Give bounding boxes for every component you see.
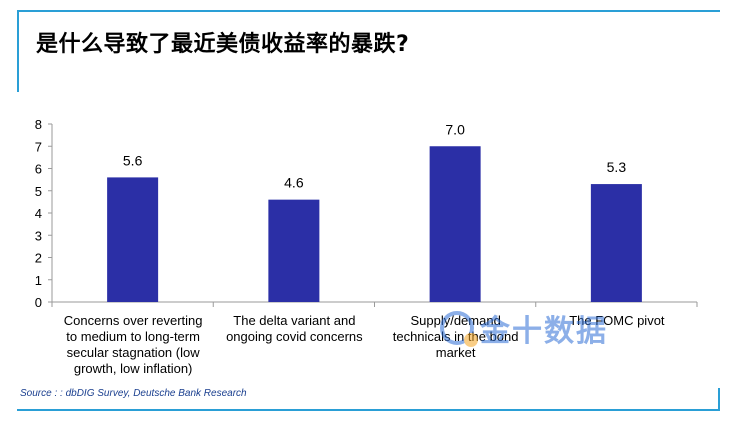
bar-value-label: 5.6 bbox=[123, 152, 143, 168]
bar bbox=[590, 184, 642, 302]
frame-right-border bbox=[718, 388, 720, 411]
x-tick-label-line: The delta variant and bbox=[233, 313, 356, 328]
x-tick-label-line: to medium to long-term bbox=[66, 329, 200, 344]
y-tick-label: 6 bbox=[35, 162, 42, 177]
frame-top-border bbox=[17, 10, 720, 12]
bar-value-label: 5.3 bbox=[607, 159, 627, 175]
frame-left-border bbox=[17, 10, 19, 92]
chart-title: 是什么导致了最近美债收益率的暴跌? bbox=[36, 32, 410, 57]
bar-value-label: 4.6 bbox=[284, 175, 304, 191]
x-tick-label-line: growth, low inflation) bbox=[73, 361, 193, 376]
y-tick-label: 4 bbox=[35, 206, 42, 221]
y-tick-label: 7 bbox=[35, 139, 42, 154]
x-tick-label-line: The FOMC pivot bbox=[569, 313, 665, 328]
y-tick-label: 1 bbox=[35, 273, 42, 288]
x-tick-label-line: Concerns over reverting bbox=[63, 313, 203, 328]
y-tick-label: 5 bbox=[35, 184, 42, 199]
x-tick-label-line: secular stagnation (low bbox=[66, 345, 200, 360]
x-tick-label: The FOMC pivot bbox=[534, 313, 699, 329]
bar bbox=[429, 146, 481, 302]
frame-bottom-border bbox=[17, 409, 720, 411]
y-tick-label: 2 bbox=[35, 251, 42, 266]
watermark-logo-icon bbox=[440, 311, 478, 347]
watermark: 金十数据 bbox=[440, 306, 608, 350]
bar bbox=[268, 199, 320, 302]
x-tick-label-line: ongoing covid concerns bbox=[226, 329, 363, 344]
bar-value-label: 7.0 bbox=[445, 121, 465, 137]
bar bbox=[107, 177, 159, 302]
x-tick-label: The delta variant and ongoing covid conce… bbox=[212, 313, 377, 345]
y-tick-label: 0 bbox=[35, 295, 42, 310]
x-tick-label: Concerns over reverting to medium to long… bbox=[51, 313, 216, 377]
watermark-text: 金十数据 bbox=[480, 314, 608, 349]
y-tick-label: 8 bbox=[35, 117, 42, 132]
x-tick-label-line: market bbox=[435, 345, 476, 360]
y-tick-label: 3 bbox=[35, 228, 42, 243]
source-note: Source : : dbDIG Survey, Deutsche Bank R… bbox=[20, 388, 247, 399]
